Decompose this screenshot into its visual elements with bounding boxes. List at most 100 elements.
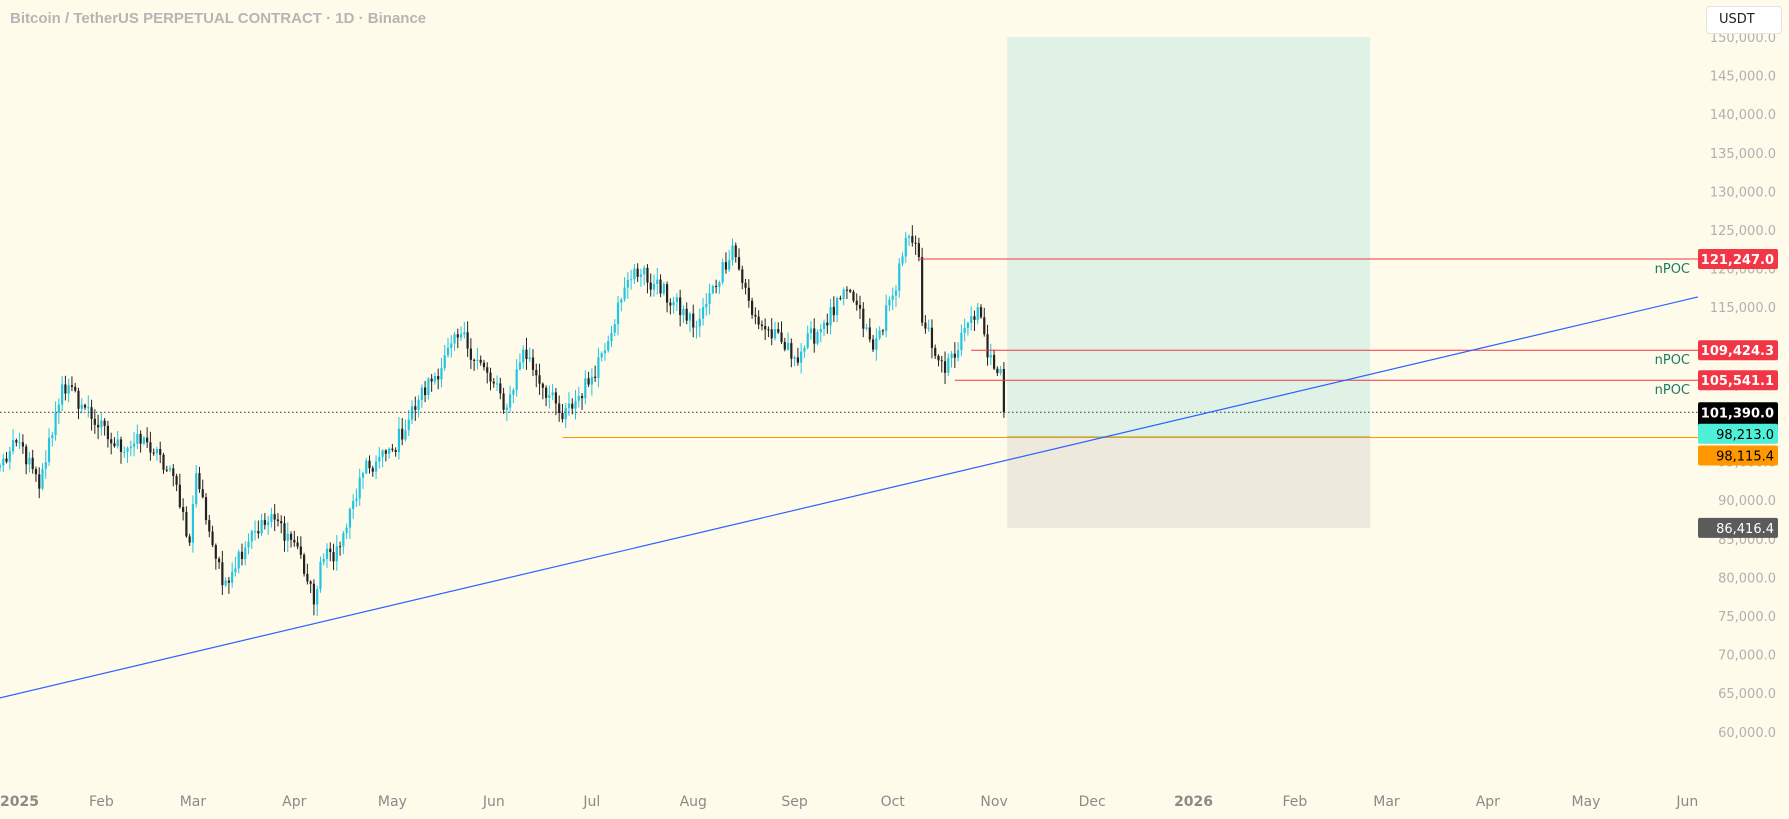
level-tag-2[interactable] [1698, 370, 1778, 391]
candle-body [852, 291, 855, 301]
candle-body [871, 339, 875, 350]
price-tag-1[interactable] [1698, 423, 1778, 444]
candle-body [728, 260, 731, 270]
candle-body [309, 581, 312, 584]
profit-zone[interactable] [1007, 37, 1371, 437]
candle-body [77, 390, 80, 409]
y-tick-label: 75,000.0 [1718, 610, 1776, 625]
candle-body [940, 360, 943, 362]
price-axis[interactable] [1700, 0, 1789, 800]
candle-body [701, 307, 705, 319]
candle-body [904, 237, 907, 257]
candle-body [780, 332, 783, 343]
trend-line[interactable] [0, 296, 1699, 701]
loss-zone[interactable] [1007, 436, 1371, 528]
candle-body [992, 354, 996, 369]
candle-body [538, 375, 541, 384]
candle-body [744, 282, 747, 288]
candle-body [685, 308, 688, 321]
candle-body [564, 407, 567, 420]
candle-body [767, 329, 770, 331]
candle-body [623, 287, 626, 300]
x-tick-label: Jun [482, 794, 505, 810]
candle-body [832, 306, 835, 316]
candle-body [512, 390, 515, 395]
candle-body [34, 469, 38, 475]
candle-body [208, 520, 211, 532]
candle-body [214, 545, 217, 559]
candle-body [482, 362, 486, 368]
candle-body [286, 533, 289, 541]
candle-body [329, 548, 332, 553]
price-tag-3[interactable] [1698, 517, 1778, 538]
candle-body [492, 381, 495, 384]
candle-body [404, 430, 407, 440]
candle-body [132, 443, 136, 447]
candle-body [999, 368, 1002, 374]
level-tag-0[interactable] [1698, 248, 1778, 269]
y-tick-label: 125,000.0 [1710, 224, 1776, 239]
candle-body [558, 403, 561, 413]
candle-body [453, 334, 456, 344]
candle-body [64, 384, 67, 394]
candle-body [74, 386, 77, 391]
candle-body [845, 289, 849, 291]
candle-body [584, 378, 587, 399]
candle-body [322, 559, 325, 562]
candle-body [237, 551, 240, 569]
candle-body [5, 458, 8, 462]
candle-body [594, 376, 597, 378]
candle-body [221, 562, 224, 586]
candle-body [299, 546, 302, 555]
candle-body [855, 300, 858, 305]
candle-body [116, 439, 119, 447]
y-tick-label: 135,000.0 [1710, 147, 1776, 162]
candle-body [688, 313, 692, 321]
candle-body [142, 437, 145, 444]
candle-body [338, 546, 342, 548]
candle-body [397, 428, 401, 453]
candle-body [829, 306, 832, 326]
candle-body [715, 285, 718, 287]
candle-body [996, 368, 999, 374]
candle-body [901, 256, 904, 264]
x-tick-label: Aug [680, 794, 707, 810]
candle-body [348, 508, 351, 528]
candle-body [613, 324, 616, 333]
symbol-title[interactable]: Bitcoin / TetherUS PERPETUAL CONTRACT · … [10, 10, 427, 27]
candle-body [25, 446, 28, 465]
candle-body [764, 326, 767, 330]
candle-body [842, 289, 845, 299]
candle-body [544, 387, 548, 398]
candle-body [1002, 368, 1005, 413]
candle-body [227, 580, 230, 583]
level-note-0: nPOC [1655, 262, 1690, 277]
candle-body [358, 477, 361, 499]
candle-body [276, 519, 280, 522]
candle-body [38, 474, 41, 489]
candle-body [741, 269, 744, 283]
candle-body [0, 465, 2, 468]
candle-body [970, 316, 973, 323]
candle-body [217, 558, 221, 563]
candle-body [106, 425, 110, 440]
candle-body [450, 343, 453, 348]
candle-body [737, 257, 741, 270]
x-tick-label: Apr [1476, 794, 1500, 810]
candle-body [721, 262, 724, 283]
candle-body [509, 394, 512, 408]
currency-button[interactable]: USDT [1706, 6, 1782, 34]
candle-body [705, 303, 708, 308]
level-tag-1[interactable] [1698, 340, 1778, 361]
candle-body [201, 489, 204, 498]
candle-body [486, 367, 489, 373]
candle-body [446, 347, 450, 356]
candle-body [858, 304, 862, 309]
candle-body [626, 279, 629, 288]
candle-body [574, 400, 577, 409]
x-tick-label: Mar [1373, 794, 1400, 810]
price-tag-2[interactable] [1698, 445, 1778, 466]
